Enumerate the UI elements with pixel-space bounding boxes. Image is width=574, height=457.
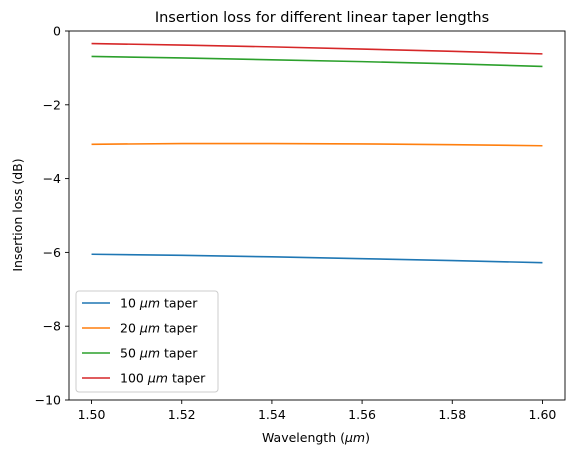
x-tick-label-3: 1.56 [348,407,376,422]
legend-label-3: 100 μm taper [120,371,206,386]
y-tick-label-2: −4 [43,171,61,186]
legend-unit-3: μm [147,371,168,386]
y-tick-label-4: −8 [43,319,61,334]
y-axis-title: Insertion loss (dB) [10,158,25,271]
series-line-2 [91,55,543,68]
legend-number-2: 50 [120,346,140,361]
y-tick-label-3: −6 [43,245,61,260]
legend-label-2: 50 μm taper [120,346,198,361]
x-axis-title-prefix: Wavelength ( [262,430,345,445]
x-tick-label-0: 1.50 [78,407,106,422]
y-tick-label-1: −2 [43,97,61,112]
series-line-0 [91,253,543,264]
plot-area: 1.50 1.52 1.54 1.56 1.58 1.60 0 −2 −4 −6 −8 −10 [35,24,566,422]
x-axis-title-suffix: ) [365,430,370,445]
legend-number-0: 10 [120,296,140,311]
y-tick-label-5: −10 [35,393,61,408]
legend-label-0: 10 μm taper [120,296,198,311]
legend-unit-0: μm [139,296,160,311]
legend-unit-2: μm [139,346,160,361]
legend-suffix-1: taper [160,321,198,336]
legend-suffix-3: taper [168,371,206,386]
legend-number-1: 20 [120,321,140,336]
legend-number-3: 100 [120,371,148,386]
x-axis-title-unit: μm [344,430,365,445]
series-line-1 [91,142,543,147]
x-tick-label-2: 1.54 [258,407,286,422]
series-line-3 [91,42,543,55]
legend-suffix-0: taper [160,296,198,311]
x-tick-label-5: 1.60 [529,407,557,422]
x-tick-label-1: 1.52 [168,407,196,422]
x-tick-label-4: 1.58 [438,407,466,422]
plot-frame [68,30,566,401]
legend-label-1: 20 μm taper [120,321,198,336]
legend-box [75,290,219,393]
legend-unit-1: μm [139,321,160,336]
legend-suffix-2: taper [160,346,198,361]
y-tick-label-0: 0 [53,24,61,39]
x-axis-title: Wavelength (μm) [262,430,370,445]
chart-title: Insertion loss for different linear tape… [155,10,489,26]
